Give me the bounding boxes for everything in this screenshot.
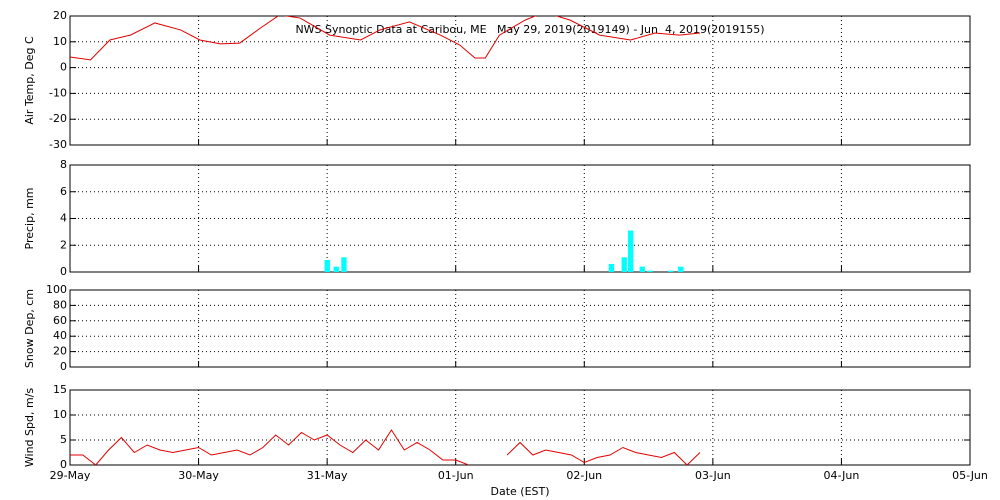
chart-title: NWS Synoptic Data at Caribou, ME May 29,… <box>295 23 764 36</box>
y-tick-label: 4 <box>60 212 67 225</box>
y-tick-label: -10 <box>49 86 67 99</box>
x-tick-label: 30-May <box>178 469 219 482</box>
y-tick-label: 0 <box>60 265 67 278</box>
bar <box>341 257 347 272</box>
y-tick-label: 10 <box>53 408 67 421</box>
y-tick-label: 100 <box>46 283 67 296</box>
panel: 0 5 10 15 29-May 30-May 31-May 01-Jun 02-Jun 03-J… <box>23 383 988 498</box>
y-tick-label: 0 <box>60 61 67 74</box>
x-tick-label: 01-Jun <box>438 469 474 482</box>
y-tick-label: 40 <box>53 329 67 342</box>
y-tick-label: 0 <box>60 360 67 373</box>
y-tick-label: 15 <box>53 383 67 396</box>
y-tick-label: 0 <box>60 458 67 471</box>
bar <box>324 259 330 272</box>
y-axis-label: Snow Dep, cm <box>23 289 36 368</box>
data-line <box>70 429 701 465</box>
panel: -30 -20 -10 0 10 20 Air Temp, Deg C NWS Synopti… <box>23 9 971 151</box>
bar <box>608 263 615 272</box>
marks <box>70 16 701 61</box>
data-line <box>70 16 701 61</box>
x-tick-label: 31-May <box>307 469 348 482</box>
marks <box>70 429 701 465</box>
y-tick-label: 8 <box>60 158 67 171</box>
y-axis-label: Wind Spd, m/s <box>23 388 36 468</box>
bar <box>639 266 645 272</box>
y-tick-label: 80 <box>53 298 67 311</box>
panel: 0 2 4 6 8 Precip, mm <box>23 158 971 278</box>
y-axis-label: Air Temp, Deg C <box>23 36 36 125</box>
panel: 0 20 40 60 80 100 Snow Dep, cm <box>23 283 971 373</box>
x-tick-label: 02-Jun <box>566 469 602 482</box>
y-tick-label: -20 <box>49 112 67 125</box>
x-tick-label: 05-Jun <box>952 469 988 482</box>
plot-frame <box>69 389 971 466</box>
bar <box>678 266 684 272</box>
y-tick-label: 60 <box>53 314 67 327</box>
y-tick-label: 2 <box>60 238 67 251</box>
y-tick-label: 20 <box>53 345 67 358</box>
y-tick-label: 6 <box>60 185 67 198</box>
plot-frame <box>69 289 971 368</box>
marks <box>324 230 684 272</box>
x-tick-label: 03-Jun <box>695 469 731 482</box>
bar <box>333 266 339 272</box>
y-tick-label: 10 <box>53 35 67 48</box>
plot-frame <box>69 15 971 146</box>
x-tick-label: 04-Jun <box>824 469 860 482</box>
plot-frame <box>69 164 971 273</box>
y-tick-label: 5 <box>60 433 67 446</box>
y-tick-label: -30 <box>49 138 67 151</box>
x-axis-label: Date (EST) <box>490 485 549 498</box>
bar <box>621 257 627 272</box>
y-axis-label: Precip, mm <box>23 188 36 250</box>
bar <box>667 270 674 272</box>
x-tick-label: 29-May <box>50 469 91 482</box>
bar <box>647 270 653 272</box>
y-tick-label: 20 <box>53 9 67 22</box>
bar <box>628 230 634 272</box>
